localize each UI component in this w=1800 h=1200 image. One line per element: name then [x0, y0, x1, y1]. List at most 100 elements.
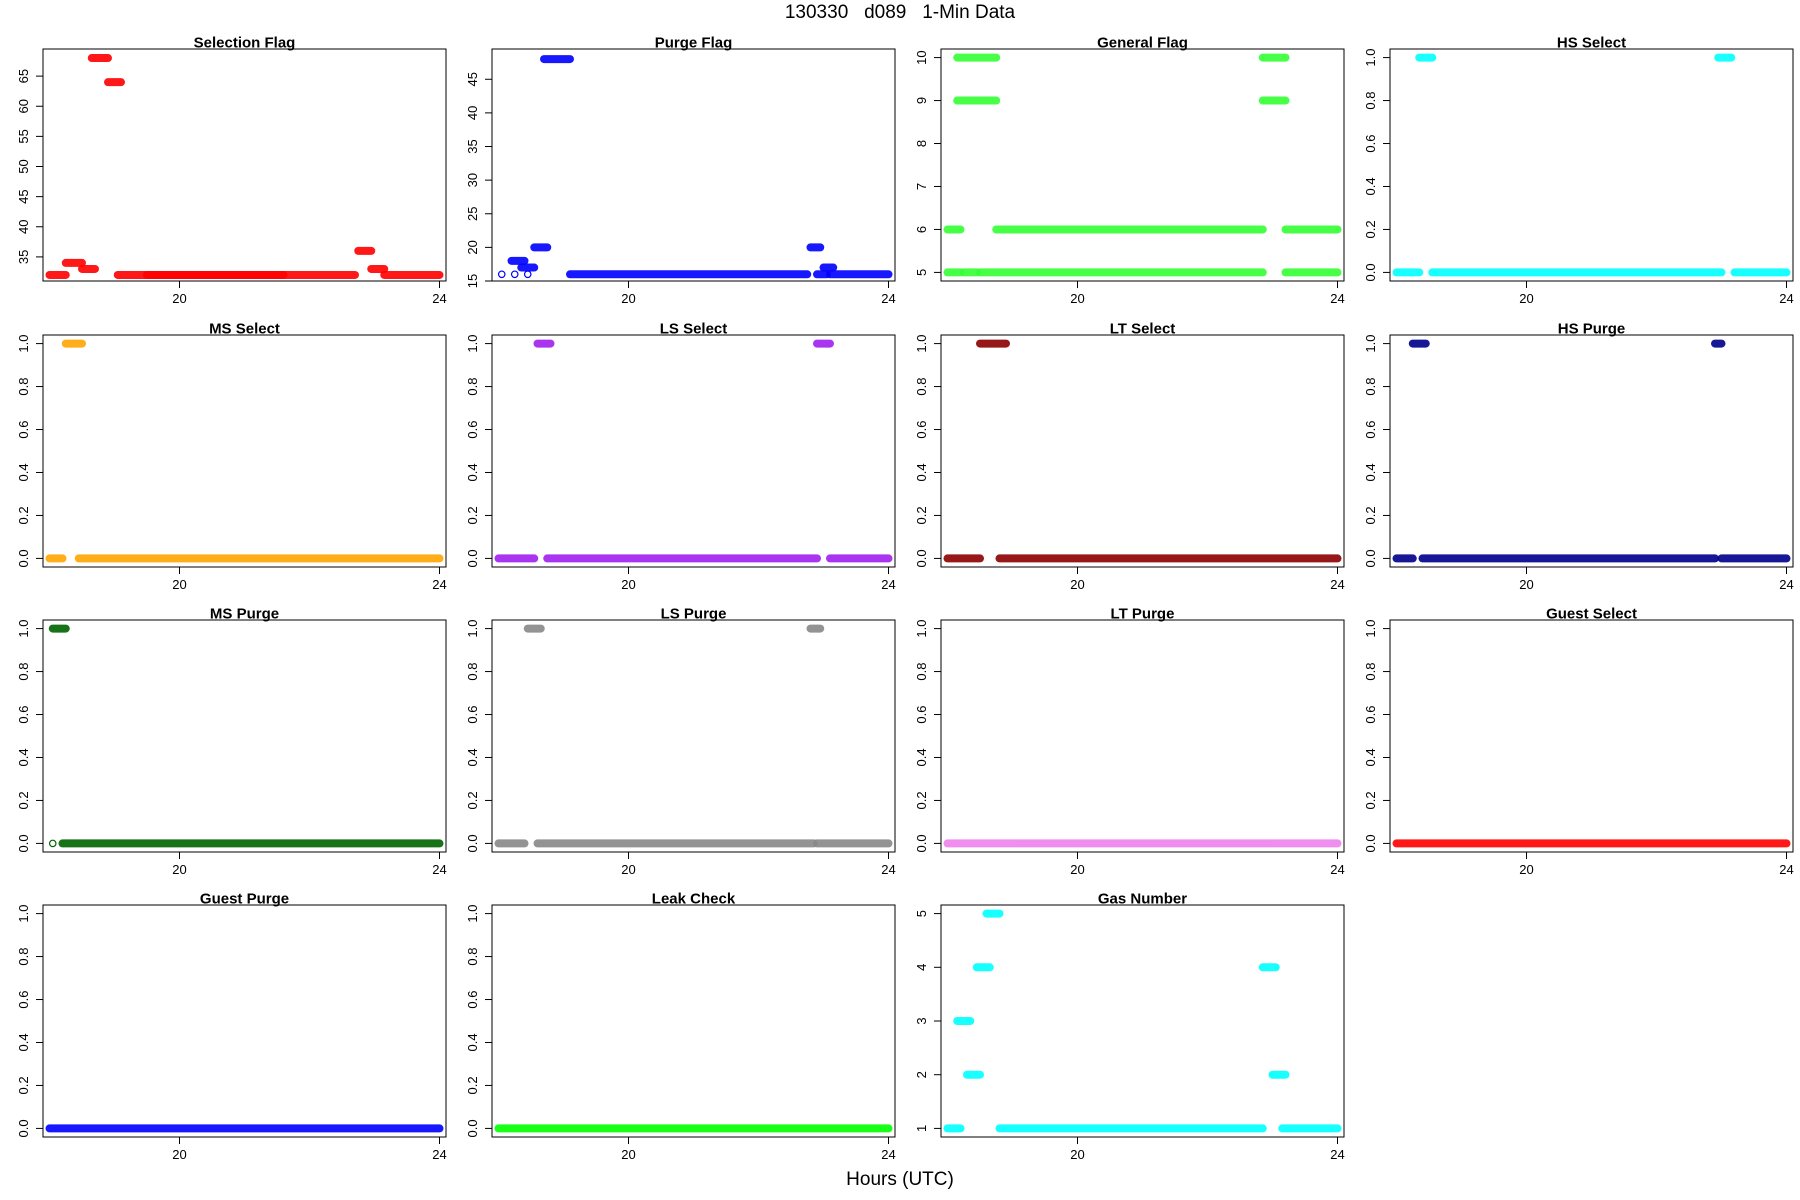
y-tick-label: 0.8: [914, 663, 929, 681]
panel-6: LS Select 0.0 0.2 0.4 0.6 0.8 1.0 20 24: [465, 321, 896, 593]
y-tick-label: 0.8: [1363, 92, 1378, 110]
x-tick-label: 24: [432, 862, 446, 877]
y-tick-label: 3: [914, 1017, 929, 1024]
y-tick-label: 0.2: [1363, 506, 1378, 524]
panel-title: Purge Flag: [655, 35, 733, 52]
x-tick-label: 20: [172, 862, 186, 877]
plot-frame: [42, 904, 447, 1138]
panel-10: LS Purge 0.0 0.2 0.4 0.6 0.8 1.0 20 24: [465, 606, 896, 878]
panel-7: LT Select 0.0 0.2 0.4 0.6 0.8 1.0 20 24: [914, 321, 1345, 593]
y-tick-label: 0.0: [465, 549, 480, 567]
y-tick-label: 0.6: [16, 705, 31, 723]
y-tick-label: 1.0: [465, 620, 480, 638]
y-tick-label: 35: [16, 250, 31, 264]
y-tick-label: 0.6: [1363, 420, 1378, 438]
panel-title: LT Purge: [1111, 606, 1175, 623]
y-tick-label: 0.4: [1363, 748, 1378, 766]
y-tick-label: 0.4: [1363, 177, 1378, 195]
y-tick-label: 0.4: [914, 463, 929, 481]
panel-12: Guest Select 0.0 0.2 0.4 0.6 0.8 1.0 20 24: [1363, 606, 1794, 878]
x-tick-label: 24: [432, 577, 446, 592]
y-tick-label: 0.4: [914, 748, 929, 766]
y-tick-label: 7: [914, 183, 929, 190]
x-tick-label: 24: [1779, 862, 1793, 877]
y-tick-label: 25: [465, 207, 480, 221]
y-tick-label: 2: [914, 1071, 929, 1078]
y-tick-label: 0.2: [1363, 791, 1378, 809]
y-tick-label: 1.0: [914, 620, 929, 638]
x-tick-label: 20: [1070, 862, 1084, 877]
y-tick-label: 0.4: [16, 1033, 31, 1051]
y-tick-label: 0.6: [1363, 705, 1378, 723]
x-tick-label: 24: [1330, 1147, 1344, 1162]
y-tick-label: 0.0: [914, 549, 929, 567]
x-tick-label: 20: [1519, 862, 1533, 877]
y-tick-label: 0.0: [16, 834, 31, 852]
data-point: [510, 270, 519, 279]
y-tick-label: 9: [914, 97, 929, 104]
x-tick-label: 24: [1779, 577, 1793, 592]
panel-9: MS Purge 0.0 0.2 0.4 0.6 0.8 1.0 20 24: [16, 606, 447, 878]
y-tick-label: 0.2: [1363, 220, 1378, 238]
panel-15: Gas Number 1 2 3 4 5 20 24: [914, 891, 1345, 1163]
panel-14: Leak Check 0.0 0.2 0.4 0.6 0.8 1.0 20 24: [465, 891, 896, 1163]
y-tick-label: 0.2: [465, 791, 480, 809]
x-tick-label: 24: [1779, 291, 1793, 306]
y-tick-label: 35: [465, 139, 480, 153]
y-tick-label: 0.0: [465, 834, 480, 852]
y-tick-label: 0.6: [465, 420, 480, 438]
y-tick-label: 0.8: [465, 948, 480, 966]
x-tick-label: 20: [172, 291, 186, 306]
y-tick-label: 1.0: [1363, 49, 1378, 67]
panel-title: Gas Number: [1098, 891, 1187, 908]
x-tick-label: 20: [172, 1147, 186, 1162]
y-tick-label: 20: [465, 240, 480, 254]
x-tick-label: 24: [432, 1147, 446, 1162]
y-tick-label: 1.0: [1363, 335, 1378, 353]
panel-1: Selection Flag 35 40 45 50 55 60 65 20 24: [16, 35, 447, 307]
y-tick-label: 0.2: [16, 791, 31, 809]
y-tick-label: 0.4: [16, 748, 31, 766]
x-tick-label: 24: [881, 577, 895, 592]
y-tick-label: 0.6: [465, 705, 480, 723]
y-tick-label: 0.6: [16, 420, 31, 438]
y-tick-label: 5: [914, 269, 929, 276]
plot-frame: [940, 48, 1345, 282]
y-tick-label: 1: [914, 1125, 929, 1132]
x-tick-label: 20: [621, 577, 635, 592]
y-tick-label: 40: [465, 106, 480, 120]
data-point: [48, 839, 57, 848]
y-tick-label: 0.4: [465, 463, 480, 481]
panel-title: MS Select: [209, 321, 280, 338]
panel-title: Leak Check: [652, 891, 736, 908]
panel-title: Guest Select: [1546, 606, 1637, 623]
x-tick-label: 24: [881, 1147, 895, 1162]
plot-frame: [940, 619, 1345, 853]
y-tick-label: 0.4: [465, 1033, 480, 1051]
y-tick-label: 15: [465, 274, 480, 288]
y-tick-label: 30: [465, 173, 480, 187]
y-tick-label: 0.8: [16, 378, 31, 396]
x-tick-label: 20: [1519, 291, 1533, 306]
y-tick-label: 0.8: [465, 663, 480, 681]
y-tick-label: 1.0: [1363, 620, 1378, 638]
plot-frame: [491, 334, 896, 568]
y-tick-label: 45: [465, 72, 480, 86]
y-tick-label: 50: [16, 159, 31, 173]
y-tick-label: 40: [16, 220, 31, 234]
panel-title: Guest Purge: [200, 891, 289, 908]
y-tick-label: 0.2: [16, 506, 31, 524]
y-tick-label: 0.8: [16, 663, 31, 681]
y-tick-label: 0.6: [465, 990, 480, 1008]
plot-frame: [940, 904, 1345, 1138]
x-tick-label: 20: [172, 577, 186, 592]
panel-2: Purge Flag 15 20 25 30 35 40 45 20 24: [465, 35, 896, 307]
y-tick-label: 1.0: [465, 905, 480, 923]
y-tick-label: 0.2: [16, 1076, 31, 1094]
panel-title: MS Purge: [210, 606, 279, 623]
panel-11: LT Purge 0.0 0.2 0.4 0.6 0.8 1.0 20 24: [914, 606, 1345, 878]
x-tick-label: 20: [621, 291, 635, 306]
x-tick-label: 20: [621, 1147, 635, 1162]
panel-13: Guest Purge 0.0 0.2 0.4 0.6 0.8 1.0 20 24: [16, 891, 447, 1163]
